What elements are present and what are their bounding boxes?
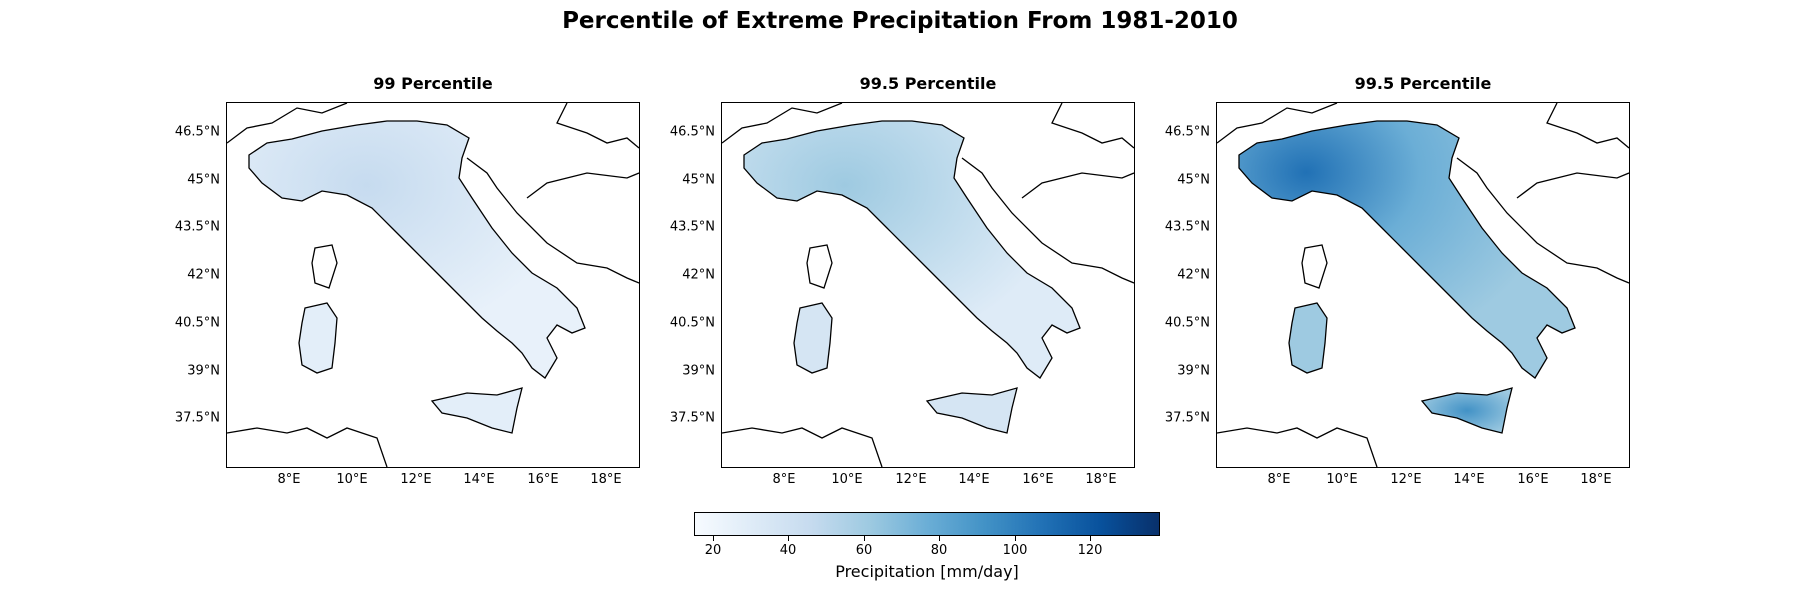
colorbar-tick-label: 120: [1077, 543, 1103, 558]
y-tick-label: 42°N: [682, 267, 715, 283]
figure-title: Percentile of Extreme Precipitation From…: [562, 8, 1238, 34]
sardinia: [793, 302, 833, 374]
x-tick-label: 18°E: [1580, 472, 1612, 487]
colorbar-gradient: [694, 512, 1160, 536]
coastline-africa: [1217, 427, 1378, 467]
sicily: [925, 387, 1018, 434]
coastline-africa: [227, 427, 388, 467]
coastline-north: [1217, 103, 1629, 149]
colorbar-tick: [939, 536, 940, 541]
colorbar-tick: [1090, 536, 1091, 541]
italy-land: [743, 120, 1081, 379]
x-tick-label: 12°E: [1390, 472, 1422, 487]
x-tick-label: 8°E: [772, 472, 796, 487]
x-tick-label: 16°E: [1517, 472, 1549, 487]
y-tick-label: 39°N: [187, 363, 220, 379]
italy-map: [721, 102, 1135, 468]
sicily: [430, 387, 523, 434]
map-panel-99: 99 Percentile 46.5°N 45°N 43.5°N 42°N 40…: [175, 74, 640, 487]
coastline-balkans: [961, 157, 1134, 284]
corsica: [1301, 244, 1328, 289]
italy-land: [1238, 120, 1576, 379]
italy-map: [1216, 102, 1630, 468]
coastline-north: [227, 103, 639, 149]
sicily: [1420, 387, 1513, 434]
colorbar-tick-label: 40: [779, 543, 797, 558]
coastline-north: [722, 103, 1134, 149]
y-tick-label: 40.5°N: [174, 315, 220, 331]
colorbar-tick-label: 100: [1002, 543, 1028, 558]
sardinia: [298, 302, 338, 374]
colorbar-tick-label: 80: [930, 543, 948, 558]
colorbar-tick-label: 60: [855, 543, 873, 558]
colorbar-tick-label: 20: [704, 543, 722, 558]
y-tick-label: 46.5°N: [1164, 124, 1210, 140]
y-tick-label: 45°N: [1177, 172, 1210, 188]
colorbar-tick: [788, 536, 789, 541]
x-tick-label: 14°E: [463, 472, 495, 487]
y-tick-label: 37.5°N: [1164, 410, 1210, 426]
y-tick-label: 42°N: [1177, 267, 1210, 283]
panel-title: 99.5 Percentile: [859, 74, 997, 93]
map-panel-99-5-second: 99.5 Percentile 46.5°N 45°N 43.5°N 42°N …: [1165, 74, 1630, 487]
y-tick-label: 37.5°N: [174, 410, 220, 426]
panel-title: 99 Percentile: [373, 74, 493, 93]
y-tick-label: 43.5°N: [174, 219, 220, 235]
x-tick-label: 14°E: [958, 472, 990, 487]
italy-map: [226, 102, 640, 468]
x-tick-label: 8°E: [1267, 472, 1291, 487]
map-panel-99-5: 99.5 Percentile 46.5°N 45°N 43.5°N 42°N …: [670, 74, 1135, 487]
y-tick-label: 43.5°N: [669, 219, 715, 235]
x-tick-label: 16°E: [527, 472, 559, 487]
x-tick-label: 16°E: [1022, 472, 1054, 487]
y-tick-label: 46.5°N: [174, 124, 220, 140]
x-tick-label: 10°E: [1326, 472, 1358, 487]
panel-title: 99.5 Percentile: [1354, 74, 1492, 93]
y-tick-label: 42°N: [187, 267, 220, 283]
x-tick-label: 8°E: [277, 472, 301, 487]
corsica: [311, 244, 338, 289]
colorbar-tick: [864, 536, 865, 541]
corsica: [806, 244, 833, 289]
y-tick-label: 39°N: [682, 363, 715, 379]
coastline-balkans: [1456, 157, 1629, 284]
x-tick-label: 18°E: [590, 472, 622, 487]
colorbar-tick: [713, 536, 714, 541]
x-tick-label: 10°E: [336, 472, 368, 487]
x-tick-label: 14°E: [1453, 472, 1485, 487]
y-tick-label: 40.5°N: [1164, 315, 1210, 331]
colorbar-label: Precipitation [mm/day]: [835, 562, 1019, 581]
colorbar-tick: [1015, 536, 1016, 541]
y-tick-label: 43.5°N: [1164, 219, 1210, 235]
x-tick-label: 12°E: [400, 472, 432, 487]
x-tick-label: 10°E: [831, 472, 863, 487]
x-tick-label: 18°E: [1085, 472, 1117, 487]
sardinia: [1288, 302, 1328, 374]
y-tick-label: 46.5°N: [669, 124, 715, 140]
y-tick-label: 40.5°N: [669, 315, 715, 331]
y-tick-label: 37.5°N: [669, 410, 715, 426]
y-tick-label: 39°N: [1177, 363, 1210, 379]
x-tick-label: 12°E: [895, 472, 927, 487]
y-tick-label: 45°N: [682, 172, 715, 188]
colorbar: 20 40 60 80 100 120 Precipitation [mm/da…: [694, 512, 1160, 592]
italy-land: [248, 120, 586, 379]
coastline-africa: [722, 427, 883, 467]
y-tick-label: 45°N: [187, 172, 220, 188]
coastline-balkans: [466, 157, 639, 284]
